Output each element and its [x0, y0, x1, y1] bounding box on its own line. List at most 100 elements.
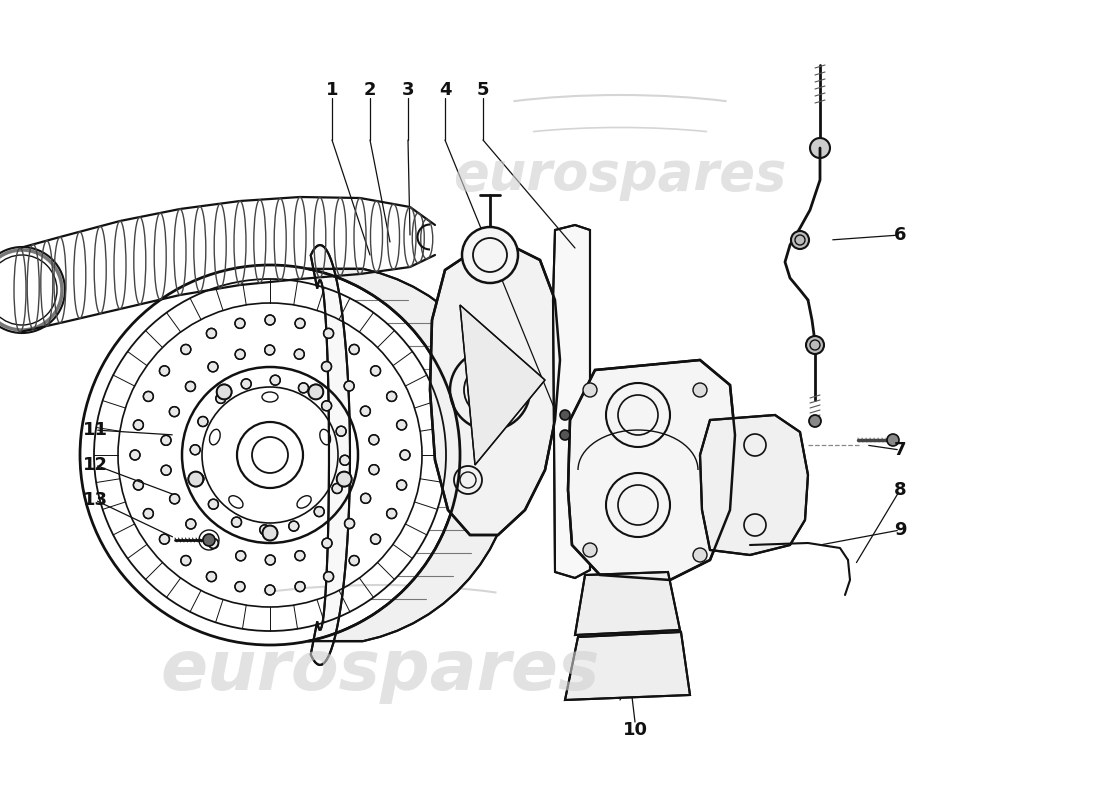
Circle shape [560, 410, 570, 420]
Circle shape [263, 526, 277, 541]
Circle shape [806, 336, 824, 354]
Circle shape [791, 231, 808, 249]
Circle shape [235, 582, 245, 592]
Circle shape [321, 401, 331, 411]
Circle shape [289, 521, 299, 531]
Circle shape [235, 551, 245, 561]
Polygon shape [308, 269, 515, 642]
Circle shape [190, 445, 200, 454]
Circle shape [235, 350, 245, 359]
Circle shape [349, 555, 360, 566]
Circle shape [371, 534, 381, 544]
Text: 10: 10 [623, 721, 648, 739]
Circle shape [583, 543, 597, 557]
Circle shape [397, 420, 407, 430]
Circle shape [130, 450, 140, 460]
Polygon shape [430, 245, 560, 535]
Circle shape [241, 379, 251, 389]
Circle shape [322, 538, 332, 548]
Circle shape [208, 499, 219, 509]
Circle shape [344, 518, 354, 529]
Text: 3: 3 [402, 81, 415, 99]
Text: eurospares: eurospares [453, 149, 786, 201]
Circle shape [186, 519, 196, 529]
Circle shape [583, 383, 597, 397]
Circle shape [265, 555, 275, 565]
Circle shape [693, 548, 707, 562]
Circle shape [332, 483, 342, 494]
Circle shape [143, 391, 153, 402]
Circle shape [397, 480, 407, 490]
Polygon shape [553, 225, 590, 578]
Circle shape [209, 538, 219, 549]
Polygon shape [568, 360, 735, 580]
Circle shape [344, 381, 354, 391]
Circle shape [368, 465, 379, 474]
Text: 12: 12 [82, 456, 108, 474]
Text: 1: 1 [326, 81, 339, 99]
Circle shape [271, 375, 281, 385]
Circle shape [315, 506, 324, 517]
Circle shape [207, 572, 217, 582]
Text: 13: 13 [82, 491, 108, 509]
Polygon shape [460, 305, 544, 465]
Text: eurospares: eurospares [161, 637, 600, 703]
Circle shape [217, 384, 232, 399]
Circle shape [235, 318, 245, 328]
Circle shape [560, 430, 570, 440]
Circle shape [361, 406, 371, 416]
Circle shape [169, 406, 179, 417]
Polygon shape [310, 245, 350, 665]
Circle shape [321, 362, 331, 371]
Text: 5: 5 [476, 81, 490, 99]
Text: 6: 6 [893, 226, 906, 244]
Circle shape [337, 472, 352, 486]
Circle shape [188, 472, 204, 486]
Circle shape [368, 434, 378, 445]
Circle shape [198, 417, 208, 426]
Circle shape [295, 318, 305, 328]
Circle shape [386, 391, 397, 402]
Circle shape [186, 382, 196, 391]
Circle shape [216, 394, 225, 403]
Circle shape [161, 466, 172, 475]
Circle shape [133, 480, 143, 490]
Circle shape [161, 435, 170, 446]
Polygon shape [575, 572, 680, 635]
Circle shape [808, 415, 821, 427]
Circle shape [349, 345, 360, 354]
Circle shape [386, 509, 397, 518]
Circle shape [298, 383, 308, 393]
Circle shape [810, 138, 830, 158]
Circle shape [887, 434, 899, 446]
Circle shape [265, 315, 275, 325]
Circle shape [371, 366, 381, 376]
Circle shape [323, 328, 333, 338]
Circle shape [693, 383, 707, 397]
Circle shape [194, 474, 204, 484]
Circle shape [340, 455, 350, 466]
Circle shape [143, 509, 153, 518]
Circle shape [295, 349, 305, 359]
Circle shape [208, 362, 218, 372]
Circle shape [231, 517, 242, 527]
Circle shape [265, 345, 275, 355]
Polygon shape [565, 632, 690, 700]
Circle shape [160, 534, 169, 544]
Text: 2: 2 [364, 81, 376, 99]
Circle shape [260, 525, 270, 535]
Circle shape [265, 585, 275, 595]
Circle shape [308, 384, 323, 399]
Circle shape [400, 450, 410, 460]
Text: 8: 8 [893, 481, 906, 499]
Circle shape [323, 572, 333, 582]
Circle shape [204, 534, 214, 546]
Circle shape [207, 328, 217, 338]
Circle shape [295, 550, 305, 561]
Circle shape [169, 494, 179, 504]
Circle shape [337, 426, 346, 436]
Circle shape [295, 582, 305, 592]
Circle shape [462, 227, 518, 283]
Circle shape [180, 555, 190, 566]
Polygon shape [700, 415, 808, 555]
